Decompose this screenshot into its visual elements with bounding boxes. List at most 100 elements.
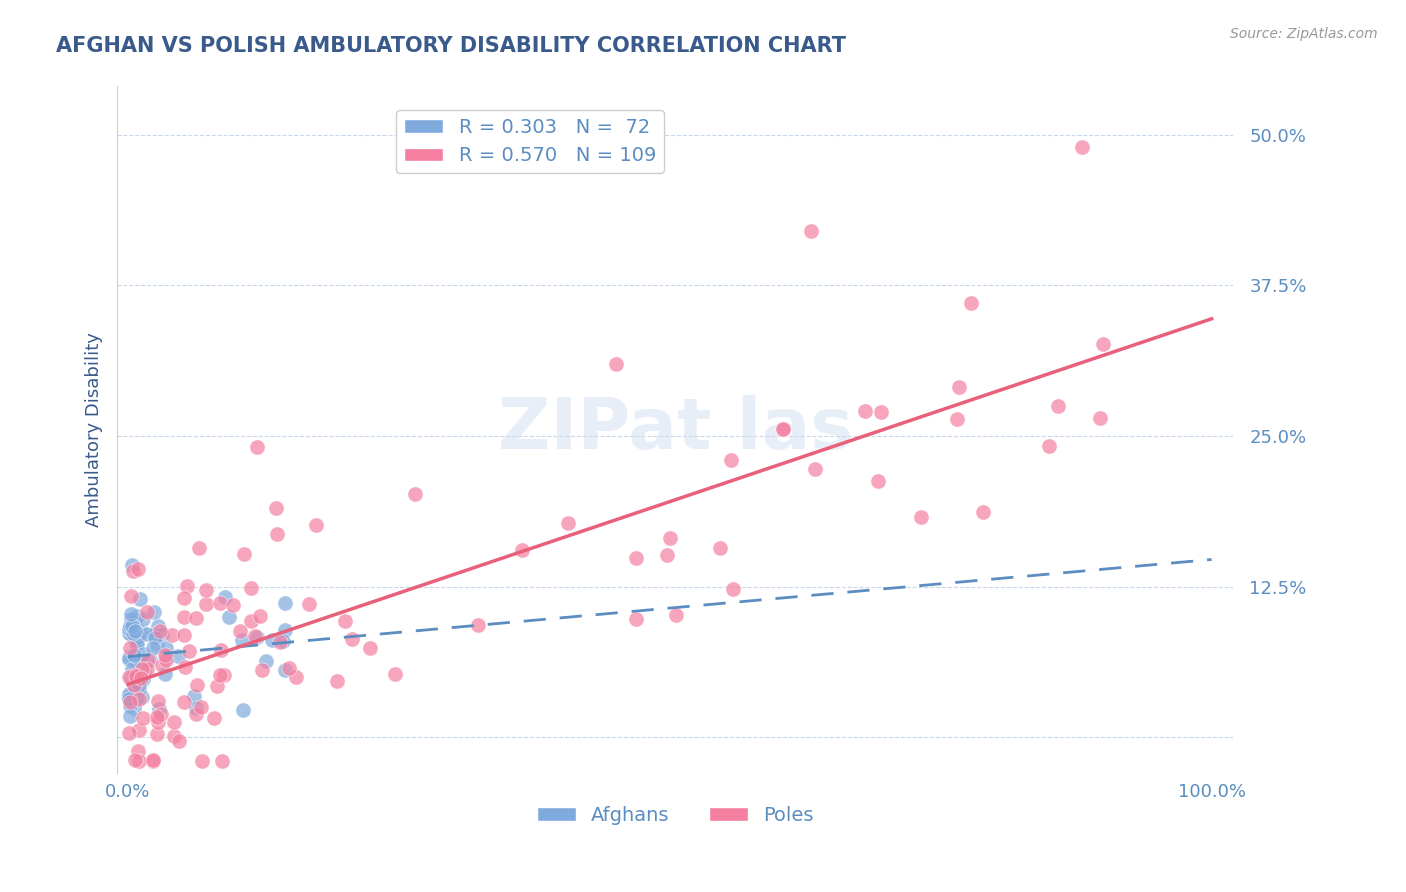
Point xyxy=(1070,139,1092,153)
Point xyxy=(214,668,236,682)
Point xyxy=(624,612,647,626)
Point xyxy=(118,698,141,713)
Point xyxy=(125,661,148,675)
Point xyxy=(160,627,183,641)
Point xyxy=(142,755,165,769)
Text: Source: ZipAtlas.com: Source: ZipAtlas.com xyxy=(1230,27,1378,41)
Point xyxy=(136,626,159,640)
Point xyxy=(960,295,983,310)
Point xyxy=(510,542,533,557)
Point xyxy=(664,608,686,623)
Point xyxy=(155,640,177,655)
Point xyxy=(141,640,163,655)
Point xyxy=(128,683,150,698)
Point xyxy=(266,501,288,516)
Point xyxy=(214,590,236,604)
Point xyxy=(250,663,273,677)
Point xyxy=(190,699,212,714)
Point xyxy=(404,487,426,501)
Point xyxy=(946,412,969,426)
Point xyxy=(148,694,170,708)
Point xyxy=(1091,337,1114,351)
Point xyxy=(624,551,647,566)
Point xyxy=(232,703,254,717)
Point xyxy=(128,723,150,738)
Point xyxy=(131,690,153,705)
Point xyxy=(118,670,141,684)
Point xyxy=(239,582,262,596)
Point xyxy=(150,706,173,721)
Point xyxy=(231,632,253,647)
Point xyxy=(122,685,145,699)
Point xyxy=(118,691,141,706)
Point xyxy=(870,405,893,419)
Point xyxy=(124,619,146,633)
Point xyxy=(127,630,149,644)
Point xyxy=(148,702,170,716)
Point xyxy=(1038,439,1060,453)
Point xyxy=(173,695,195,709)
Point xyxy=(723,582,745,597)
Point xyxy=(284,670,307,684)
Point xyxy=(125,691,148,706)
Y-axis label: Ambulatory Disability: Ambulatory Disability xyxy=(86,333,103,527)
Point xyxy=(183,689,205,703)
Point xyxy=(128,653,150,667)
Point xyxy=(132,664,155,678)
Point xyxy=(125,669,148,683)
Point xyxy=(150,657,173,672)
Point xyxy=(129,657,152,672)
Point xyxy=(131,662,153,676)
Text: AFGHAN VS POLISH AMBULATORY DISABILITY CORRELATION CHART: AFGHAN VS POLISH AMBULATORY DISABILITY C… xyxy=(56,36,846,55)
Point xyxy=(948,380,970,394)
Point xyxy=(239,614,262,628)
Point xyxy=(118,641,141,656)
Point xyxy=(1088,411,1111,425)
Point xyxy=(143,606,166,620)
Point xyxy=(1047,399,1070,413)
Point xyxy=(243,629,266,643)
Point xyxy=(208,596,231,610)
Point xyxy=(122,648,145,662)
Point xyxy=(804,461,827,475)
Point xyxy=(120,670,142,684)
Point xyxy=(118,689,141,703)
Point xyxy=(121,565,143,579)
Point xyxy=(128,592,150,607)
Point xyxy=(136,653,159,667)
Point xyxy=(121,662,143,676)
Point xyxy=(125,675,148,690)
Point xyxy=(359,641,381,656)
Point xyxy=(146,638,169,652)
Point xyxy=(557,516,579,530)
Point xyxy=(131,672,153,686)
Point xyxy=(211,755,233,769)
Point xyxy=(122,650,145,665)
Point xyxy=(136,605,159,619)
Point xyxy=(124,624,146,638)
Point xyxy=(297,598,319,612)
Point xyxy=(186,678,208,692)
Point xyxy=(120,695,142,709)
Point xyxy=(910,510,932,524)
Point xyxy=(149,624,172,638)
Point xyxy=(132,711,155,725)
Point xyxy=(128,755,150,769)
Point xyxy=(122,701,145,715)
Point xyxy=(605,357,627,371)
Point xyxy=(194,583,217,598)
Point xyxy=(155,653,177,667)
Point xyxy=(150,626,173,640)
Point xyxy=(121,558,143,573)
Point xyxy=(125,637,148,651)
Point xyxy=(155,649,177,664)
Point xyxy=(120,607,142,622)
Point xyxy=(191,755,214,769)
Point xyxy=(146,714,169,729)
Point xyxy=(853,404,876,418)
Point xyxy=(127,744,149,758)
Point xyxy=(218,609,240,624)
Point xyxy=(118,708,141,723)
Point xyxy=(195,597,218,611)
Point xyxy=(274,624,297,638)
